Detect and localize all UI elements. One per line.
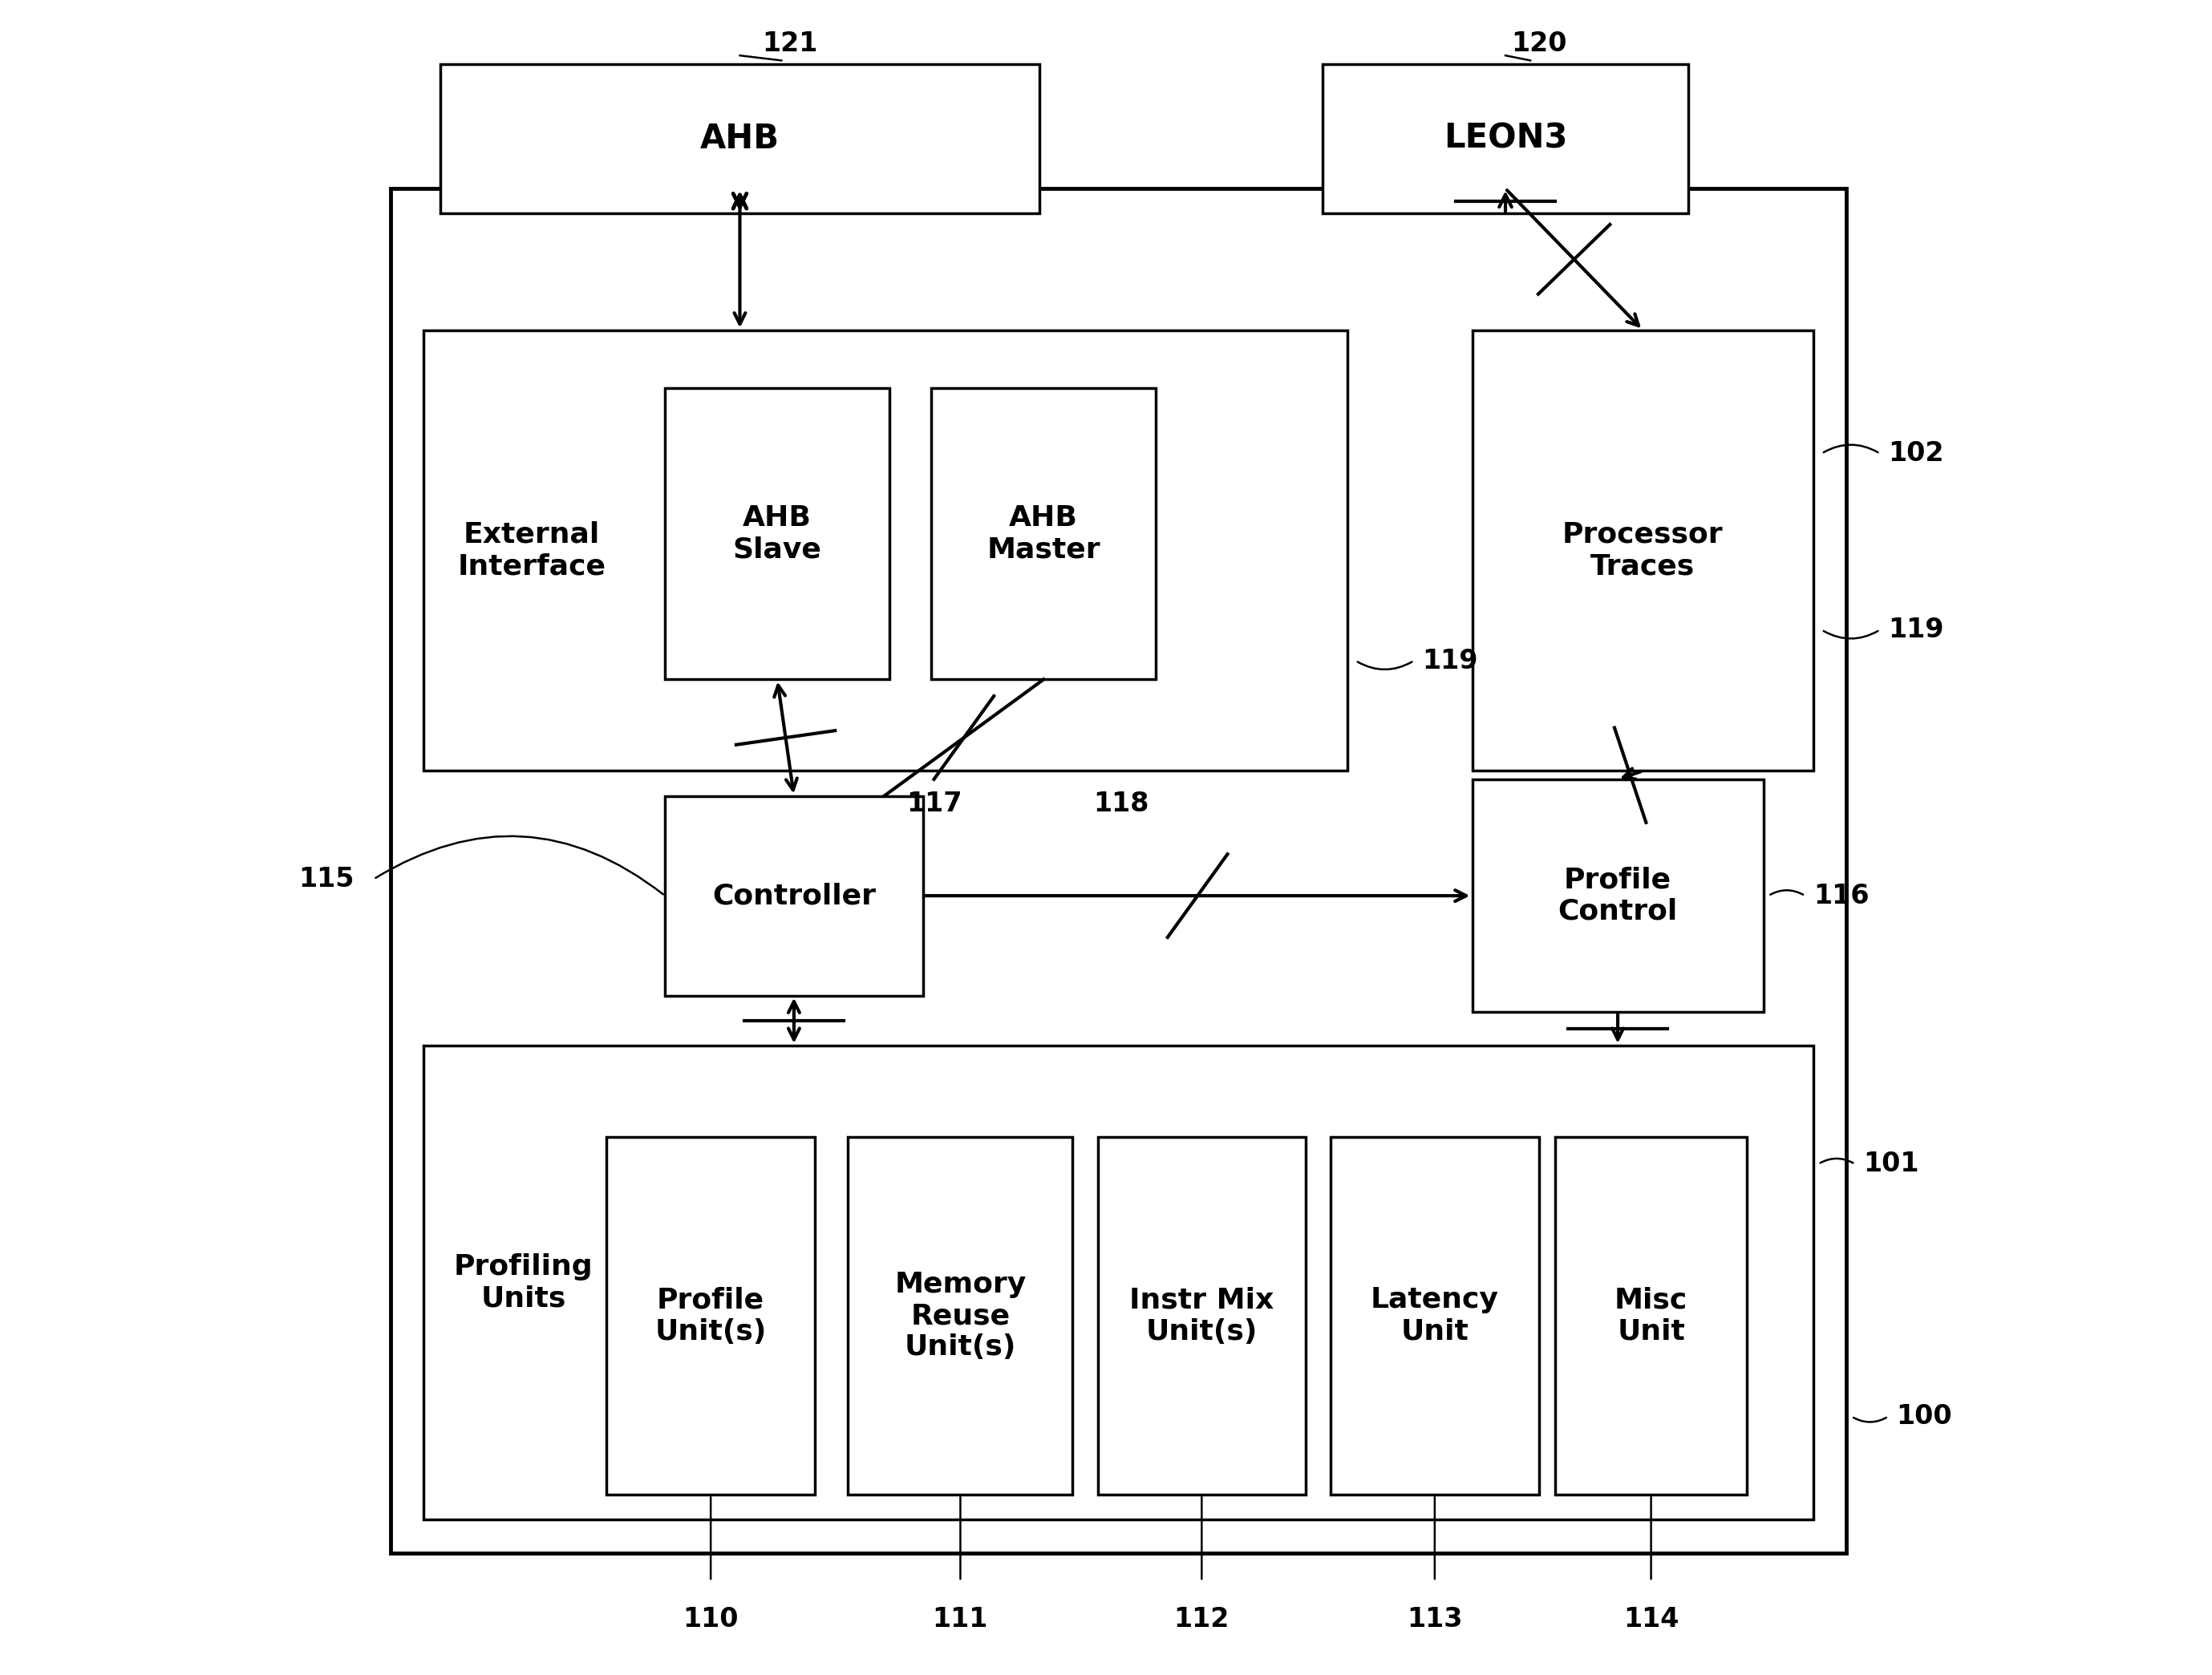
Text: AHB
Slave: AHB Slave <box>732 504 823 563</box>
FancyBboxPatch shape <box>1473 330 1814 770</box>
FancyBboxPatch shape <box>847 1137 1073 1494</box>
Text: Controller: Controller <box>712 883 876 910</box>
FancyBboxPatch shape <box>606 1137 814 1494</box>
Text: 118: 118 <box>1093 791 1150 817</box>
Text: LEON3: LEON3 <box>1444 122 1568 156</box>
FancyBboxPatch shape <box>425 330 1347 770</box>
Text: 112: 112 <box>1175 1606 1230 1633</box>
Text: Profile
Unit(s): Profile Unit(s) <box>655 1286 768 1345</box>
Text: 102: 102 <box>1889 441 1944 467</box>
Text: 119: 119 <box>1422 648 1478 673</box>
Text: Misc
Unit: Misc Unit <box>1615 1286 1688 1345</box>
Text: 119: 119 <box>1889 616 1944 643</box>
Text: 116: 116 <box>1814 883 1869 910</box>
Text: 101: 101 <box>1863 1151 1920 1178</box>
Text: 115: 115 <box>299 866 354 893</box>
Text: Memory
Reuse
Unit(s): Memory Reuse Unit(s) <box>894 1271 1026 1362</box>
Text: 111: 111 <box>933 1606 989 1633</box>
FancyBboxPatch shape <box>440 64 1040 213</box>
FancyBboxPatch shape <box>1332 1137 1540 1494</box>
FancyBboxPatch shape <box>931 389 1157 680</box>
FancyBboxPatch shape <box>1323 64 1688 213</box>
Text: 110: 110 <box>684 1606 739 1633</box>
FancyBboxPatch shape <box>425 1045 1814 1519</box>
Text: 113: 113 <box>1407 1606 1462 1633</box>
Text: Latency
Unit: Latency Unit <box>1371 1286 1500 1345</box>
Text: Profiling
Units: Profiling Units <box>453 1253 593 1312</box>
Text: Instr Mix
Unit(s): Instr Mix Unit(s) <box>1130 1286 1274 1345</box>
Text: 120: 120 <box>1511 30 1566 57</box>
Text: Processor
Traces: Processor Traces <box>1562 521 1723 580</box>
Text: 114: 114 <box>1624 1606 1679 1633</box>
FancyBboxPatch shape <box>1097 1137 1305 1494</box>
Text: 100: 100 <box>1896 1404 1953 1430</box>
FancyBboxPatch shape <box>1555 1137 1747 1494</box>
FancyBboxPatch shape <box>389 189 1847 1553</box>
Text: External
Interface: External Interface <box>458 521 606 580</box>
FancyBboxPatch shape <box>666 389 889 680</box>
FancyBboxPatch shape <box>1473 779 1763 1012</box>
Text: Profile
Control: Profile Control <box>1557 866 1677 925</box>
Text: 121: 121 <box>761 30 818 57</box>
Text: AHB: AHB <box>701 122 779 156</box>
Text: 117: 117 <box>907 791 962 817</box>
FancyBboxPatch shape <box>666 796 922 995</box>
Text: AHB
Master: AHB Master <box>987 504 1099 563</box>
